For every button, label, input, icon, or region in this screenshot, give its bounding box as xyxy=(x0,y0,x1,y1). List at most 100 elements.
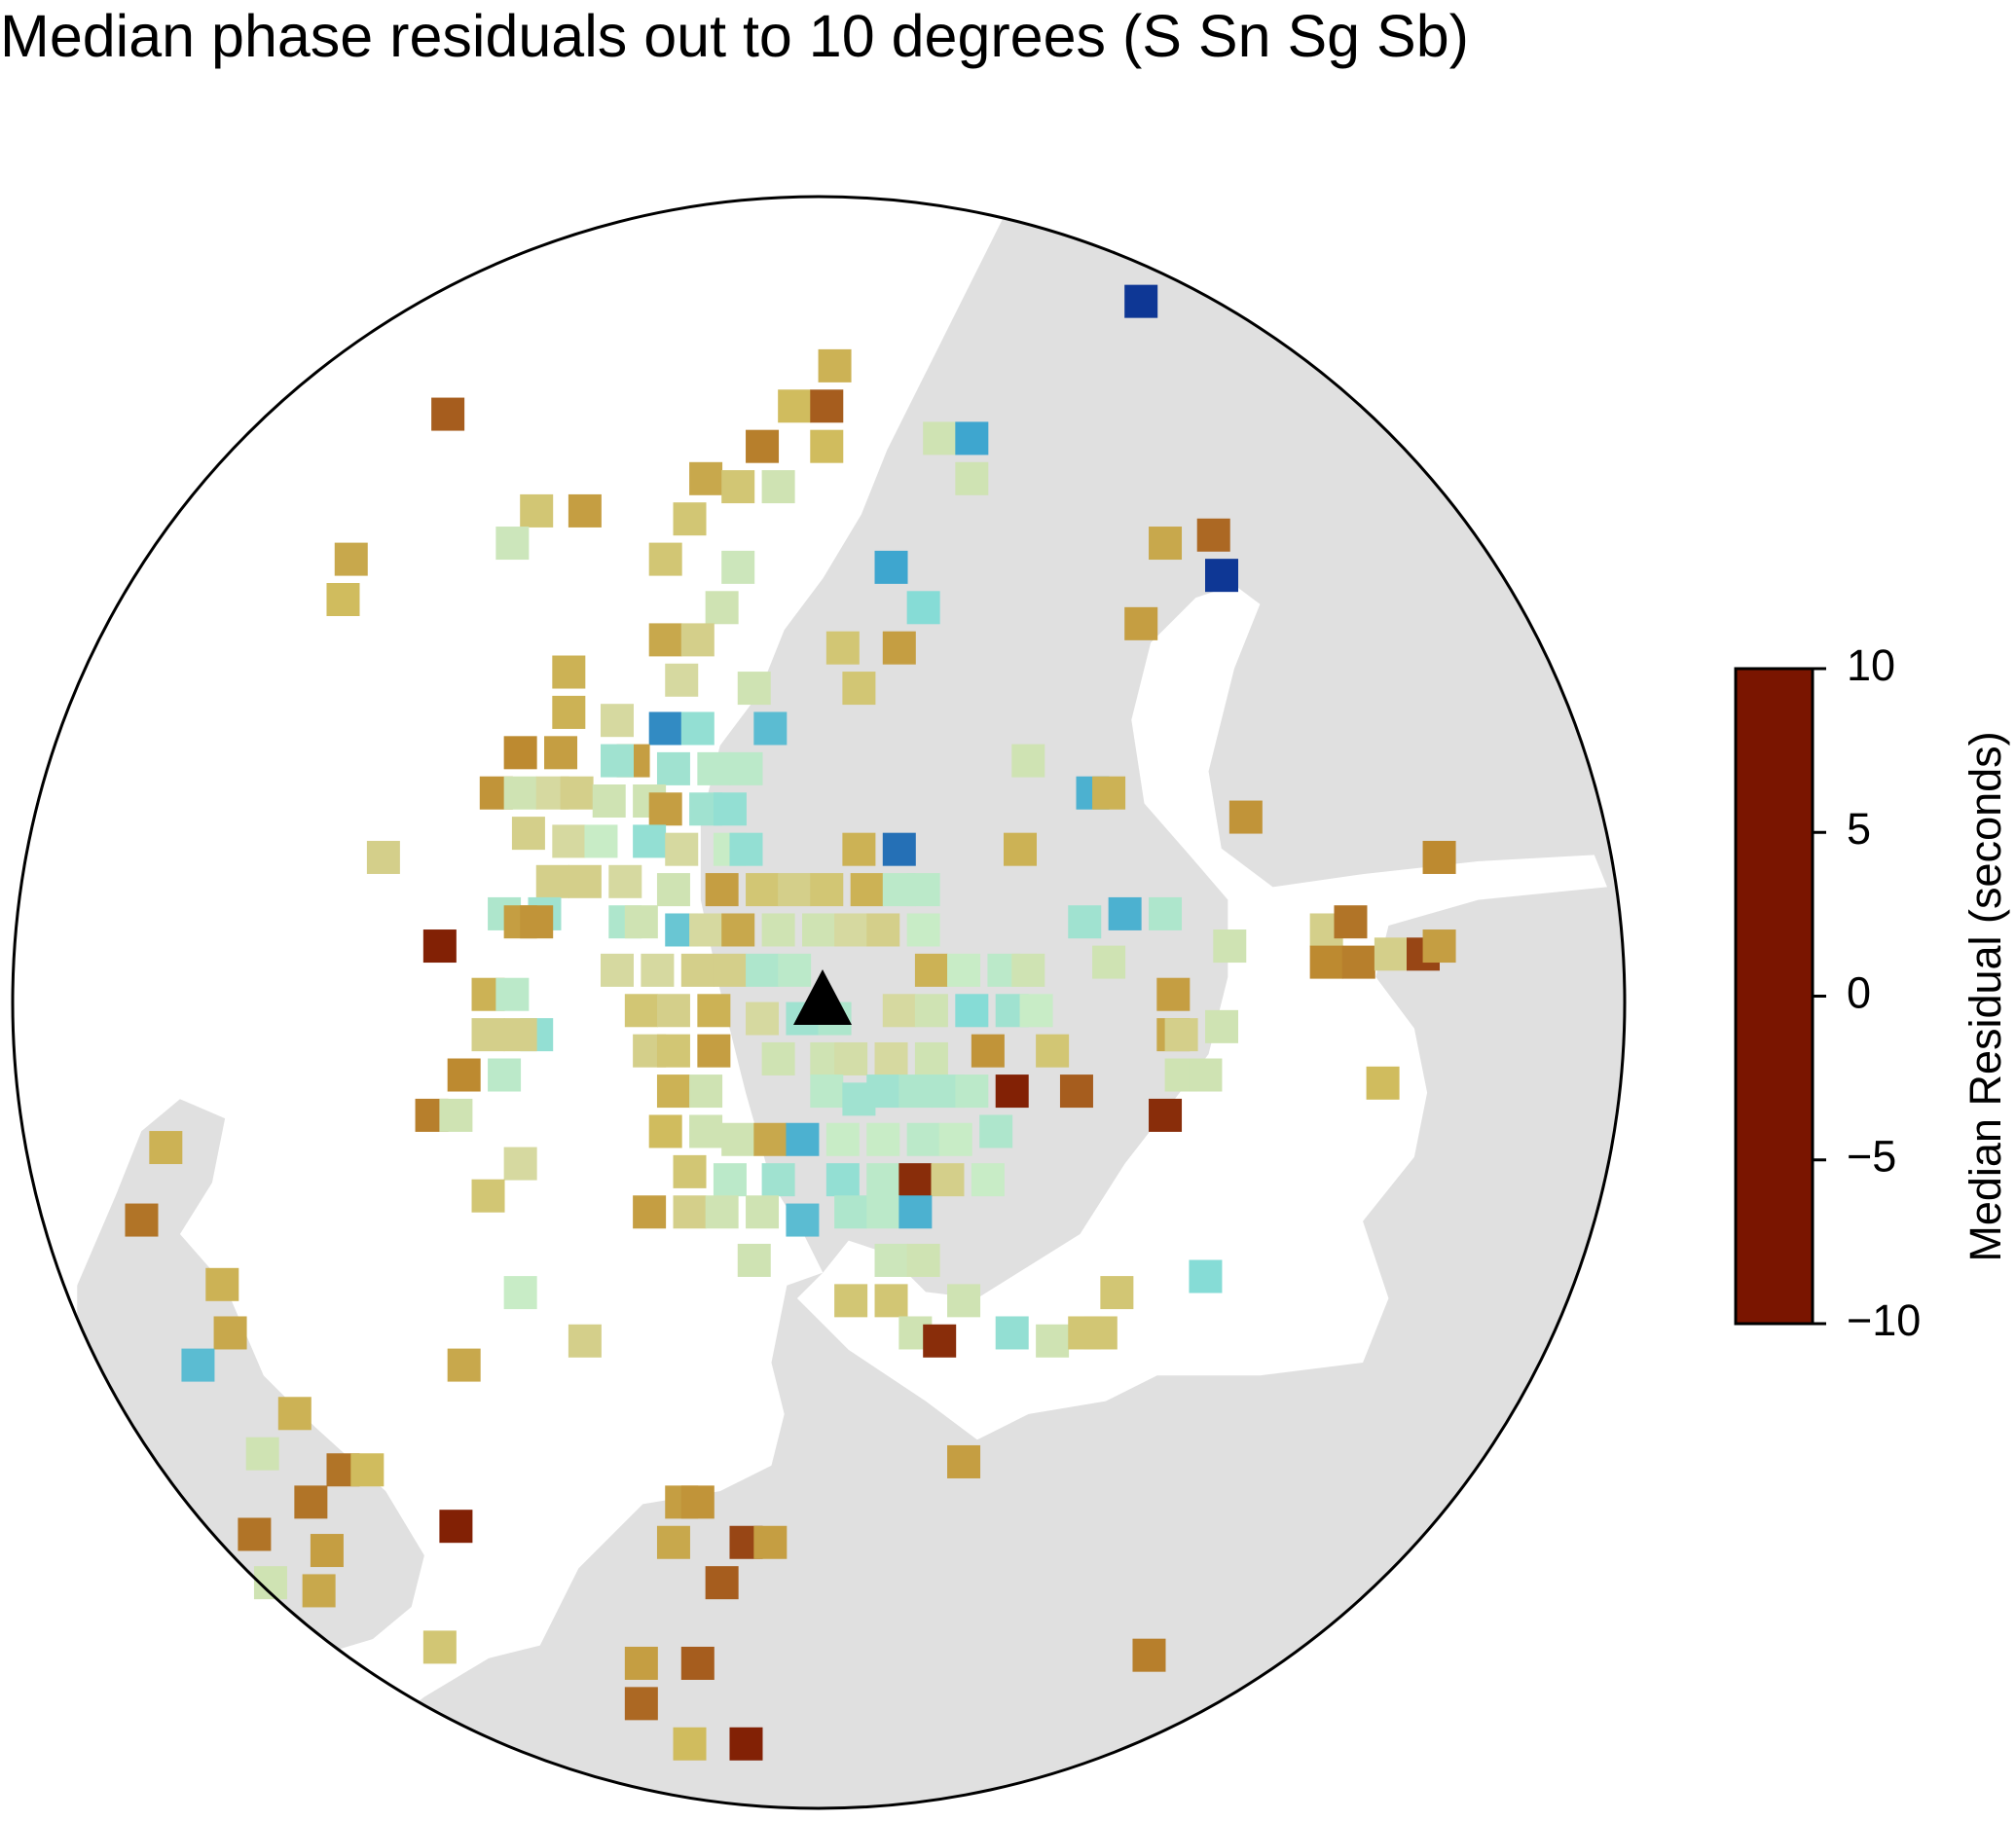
station-residual xyxy=(810,389,844,423)
station-residual xyxy=(326,583,360,616)
station-residual xyxy=(746,429,780,463)
station-residual xyxy=(721,913,755,947)
station-residual xyxy=(971,1034,1005,1068)
station-residual xyxy=(1374,937,1408,971)
chart-title: Median phase residuals out to 10 degrees… xyxy=(0,3,1469,69)
station-residual xyxy=(245,1437,279,1471)
station-residual xyxy=(488,1058,522,1092)
station-residual xyxy=(125,1203,159,1237)
station-residual xyxy=(1149,1098,1183,1132)
station-residual xyxy=(633,1195,667,1229)
station-residual xyxy=(366,840,400,874)
station-residual xyxy=(648,1114,682,1148)
station-residual xyxy=(656,873,690,907)
station-residual xyxy=(544,736,578,770)
station-residual xyxy=(535,864,569,898)
station-residual xyxy=(737,1243,771,1277)
station-residual xyxy=(471,1179,505,1213)
station-residual xyxy=(213,1316,247,1350)
station-residual xyxy=(1156,977,1191,1011)
station-residual xyxy=(1132,1638,1166,1672)
station-residual xyxy=(648,711,682,746)
station-residual xyxy=(302,1574,336,1608)
station-residual xyxy=(842,832,876,866)
station-residual xyxy=(552,824,586,858)
station-residual xyxy=(568,864,602,898)
station-residual xyxy=(1019,994,1053,1028)
station-residual xyxy=(866,1163,900,1197)
station-residual xyxy=(874,1284,908,1318)
station-residual xyxy=(713,953,747,987)
station-residual xyxy=(592,784,626,818)
station-residual xyxy=(1341,945,1375,979)
station-residual xyxy=(761,1163,795,1197)
station-residual xyxy=(294,1485,328,1519)
station-residual xyxy=(1205,1009,1238,1043)
station-residual xyxy=(729,751,763,785)
station-residual xyxy=(495,527,530,561)
station-residual xyxy=(721,550,755,584)
station-residual xyxy=(503,1147,537,1181)
station-residual xyxy=(746,873,780,907)
station-residual xyxy=(1036,1324,1070,1358)
colorbar-tick-label: 10 xyxy=(1847,640,1895,690)
station-residual xyxy=(923,1324,957,1358)
station-residual xyxy=(1422,840,1456,874)
station-residual xyxy=(601,704,634,738)
station-residual xyxy=(1108,896,1142,930)
station-residual xyxy=(624,1687,658,1721)
station-residual xyxy=(906,1122,940,1156)
station-residual xyxy=(753,711,788,746)
station-residual xyxy=(906,591,940,625)
station-residual xyxy=(882,631,916,665)
station-residual xyxy=(568,493,602,528)
station-residual xyxy=(1205,559,1238,593)
station-residual xyxy=(552,655,586,689)
station-residual xyxy=(431,397,465,431)
station-residual xyxy=(503,1018,537,1052)
station-residual xyxy=(1366,1066,1400,1100)
station-residual xyxy=(825,1122,860,1156)
station-residual xyxy=(680,623,715,657)
station-residual xyxy=(503,776,537,810)
station-residual xyxy=(947,1284,981,1318)
station-residual xyxy=(874,1041,908,1075)
stations xyxy=(125,284,1456,1761)
station-residual xyxy=(205,1267,239,1301)
station-residual xyxy=(914,1041,948,1075)
station-residual xyxy=(753,1122,788,1156)
station-residual xyxy=(673,502,707,536)
station-residual xyxy=(955,421,989,455)
station-residual xyxy=(673,1727,707,1761)
station-residual xyxy=(713,792,747,826)
station-residual xyxy=(520,493,554,528)
station-residual xyxy=(834,913,868,947)
station-residual xyxy=(511,817,545,851)
station-residual xyxy=(746,953,780,987)
station-residual xyxy=(866,1122,900,1156)
station-residual xyxy=(947,1444,981,1478)
station-residual xyxy=(471,1018,505,1052)
station-residual xyxy=(1083,1316,1118,1350)
station-residual xyxy=(1213,929,1247,964)
station-residual xyxy=(601,744,634,778)
station-residual xyxy=(648,542,682,576)
station-residual xyxy=(761,1041,795,1075)
station-residual xyxy=(503,736,537,770)
station-residual xyxy=(705,1195,739,1229)
station-residual xyxy=(181,1348,215,1382)
station-residual xyxy=(697,1034,731,1068)
station-residual xyxy=(906,913,940,947)
station-residual xyxy=(447,1348,481,1382)
station-residual xyxy=(810,873,844,907)
station-residual xyxy=(656,751,690,785)
station-residual xyxy=(1164,1018,1198,1052)
station-residual xyxy=(1036,1034,1070,1068)
station-residual xyxy=(746,1195,780,1229)
station-residual xyxy=(648,623,682,657)
station-residual xyxy=(608,864,642,898)
station-residual xyxy=(705,873,739,907)
station-residual xyxy=(906,1243,940,1277)
